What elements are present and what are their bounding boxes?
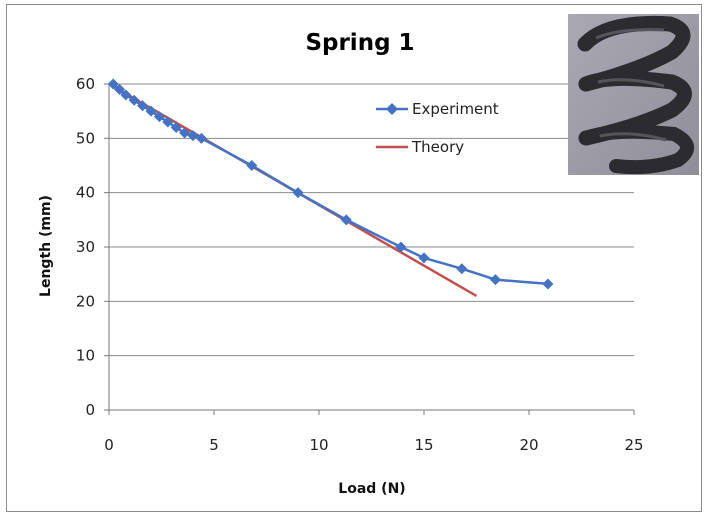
data-point-experiment xyxy=(153,111,165,123)
data-point-experiment xyxy=(179,127,191,139)
x-tick-label: 0 xyxy=(104,436,114,454)
x-tick-label: 20 xyxy=(519,436,538,454)
data-point-experiment xyxy=(489,274,501,286)
y-tick-label: 50 xyxy=(76,129,95,147)
y-tick-label: 10 xyxy=(76,347,95,365)
y-tick-labels: 0 10 20 30 40 50 60 xyxy=(76,75,95,419)
data-point-experiment xyxy=(137,100,149,112)
x-tick-label: 25 xyxy=(624,436,643,454)
data-point-experiment xyxy=(418,252,430,264)
x-axis-title: Load (N) xyxy=(338,481,405,497)
spring-photo xyxy=(568,14,699,175)
y-tick-label: 0 xyxy=(85,401,95,419)
axes xyxy=(104,83,635,415)
data-point-experiment xyxy=(195,132,207,144)
data-point-experiment xyxy=(187,130,199,142)
x-tick-label: 10 xyxy=(309,436,328,454)
y-axis-title: Length (mm) xyxy=(38,195,54,297)
y-tick-label: 60 xyxy=(76,75,95,93)
x-tick-label: 5 xyxy=(209,436,219,454)
data-point-experiment xyxy=(114,83,125,95)
data-point-experiment xyxy=(246,160,258,171)
spring-highlights xyxy=(595,28,667,142)
x-tick-label: 15 xyxy=(414,436,433,454)
data-point-experiment xyxy=(456,263,468,275)
data-point-experiment xyxy=(340,214,352,226)
series-layer xyxy=(107,78,554,297)
data-point-experiment xyxy=(542,278,554,290)
y-tick-label: 40 xyxy=(76,184,95,202)
y-tick-label: 30 xyxy=(76,238,95,256)
data-point-experiment xyxy=(128,94,140,106)
y-tick-label: 20 xyxy=(76,292,95,310)
legend-theory-label: Theory xyxy=(411,138,464,156)
data-point-experiment xyxy=(107,78,119,90)
gridlines xyxy=(109,83,634,357)
data-point-experiment xyxy=(145,105,157,117)
legend-experiment-marker xyxy=(386,103,398,115)
data-point-experiment xyxy=(120,89,132,101)
legend-experiment-label: Experiment xyxy=(412,100,499,118)
data-point-experiment xyxy=(292,187,304,199)
legend: Experiment Theory xyxy=(376,100,499,156)
chart-title: Spring 1 xyxy=(305,30,414,56)
x-tick-labels: 0 5 10 15 20 25 xyxy=(104,436,643,454)
data-point-experiment xyxy=(162,116,174,128)
data-point-experiment xyxy=(170,121,182,133)
data-point-experiment xyxy=(395,241,407,253)
